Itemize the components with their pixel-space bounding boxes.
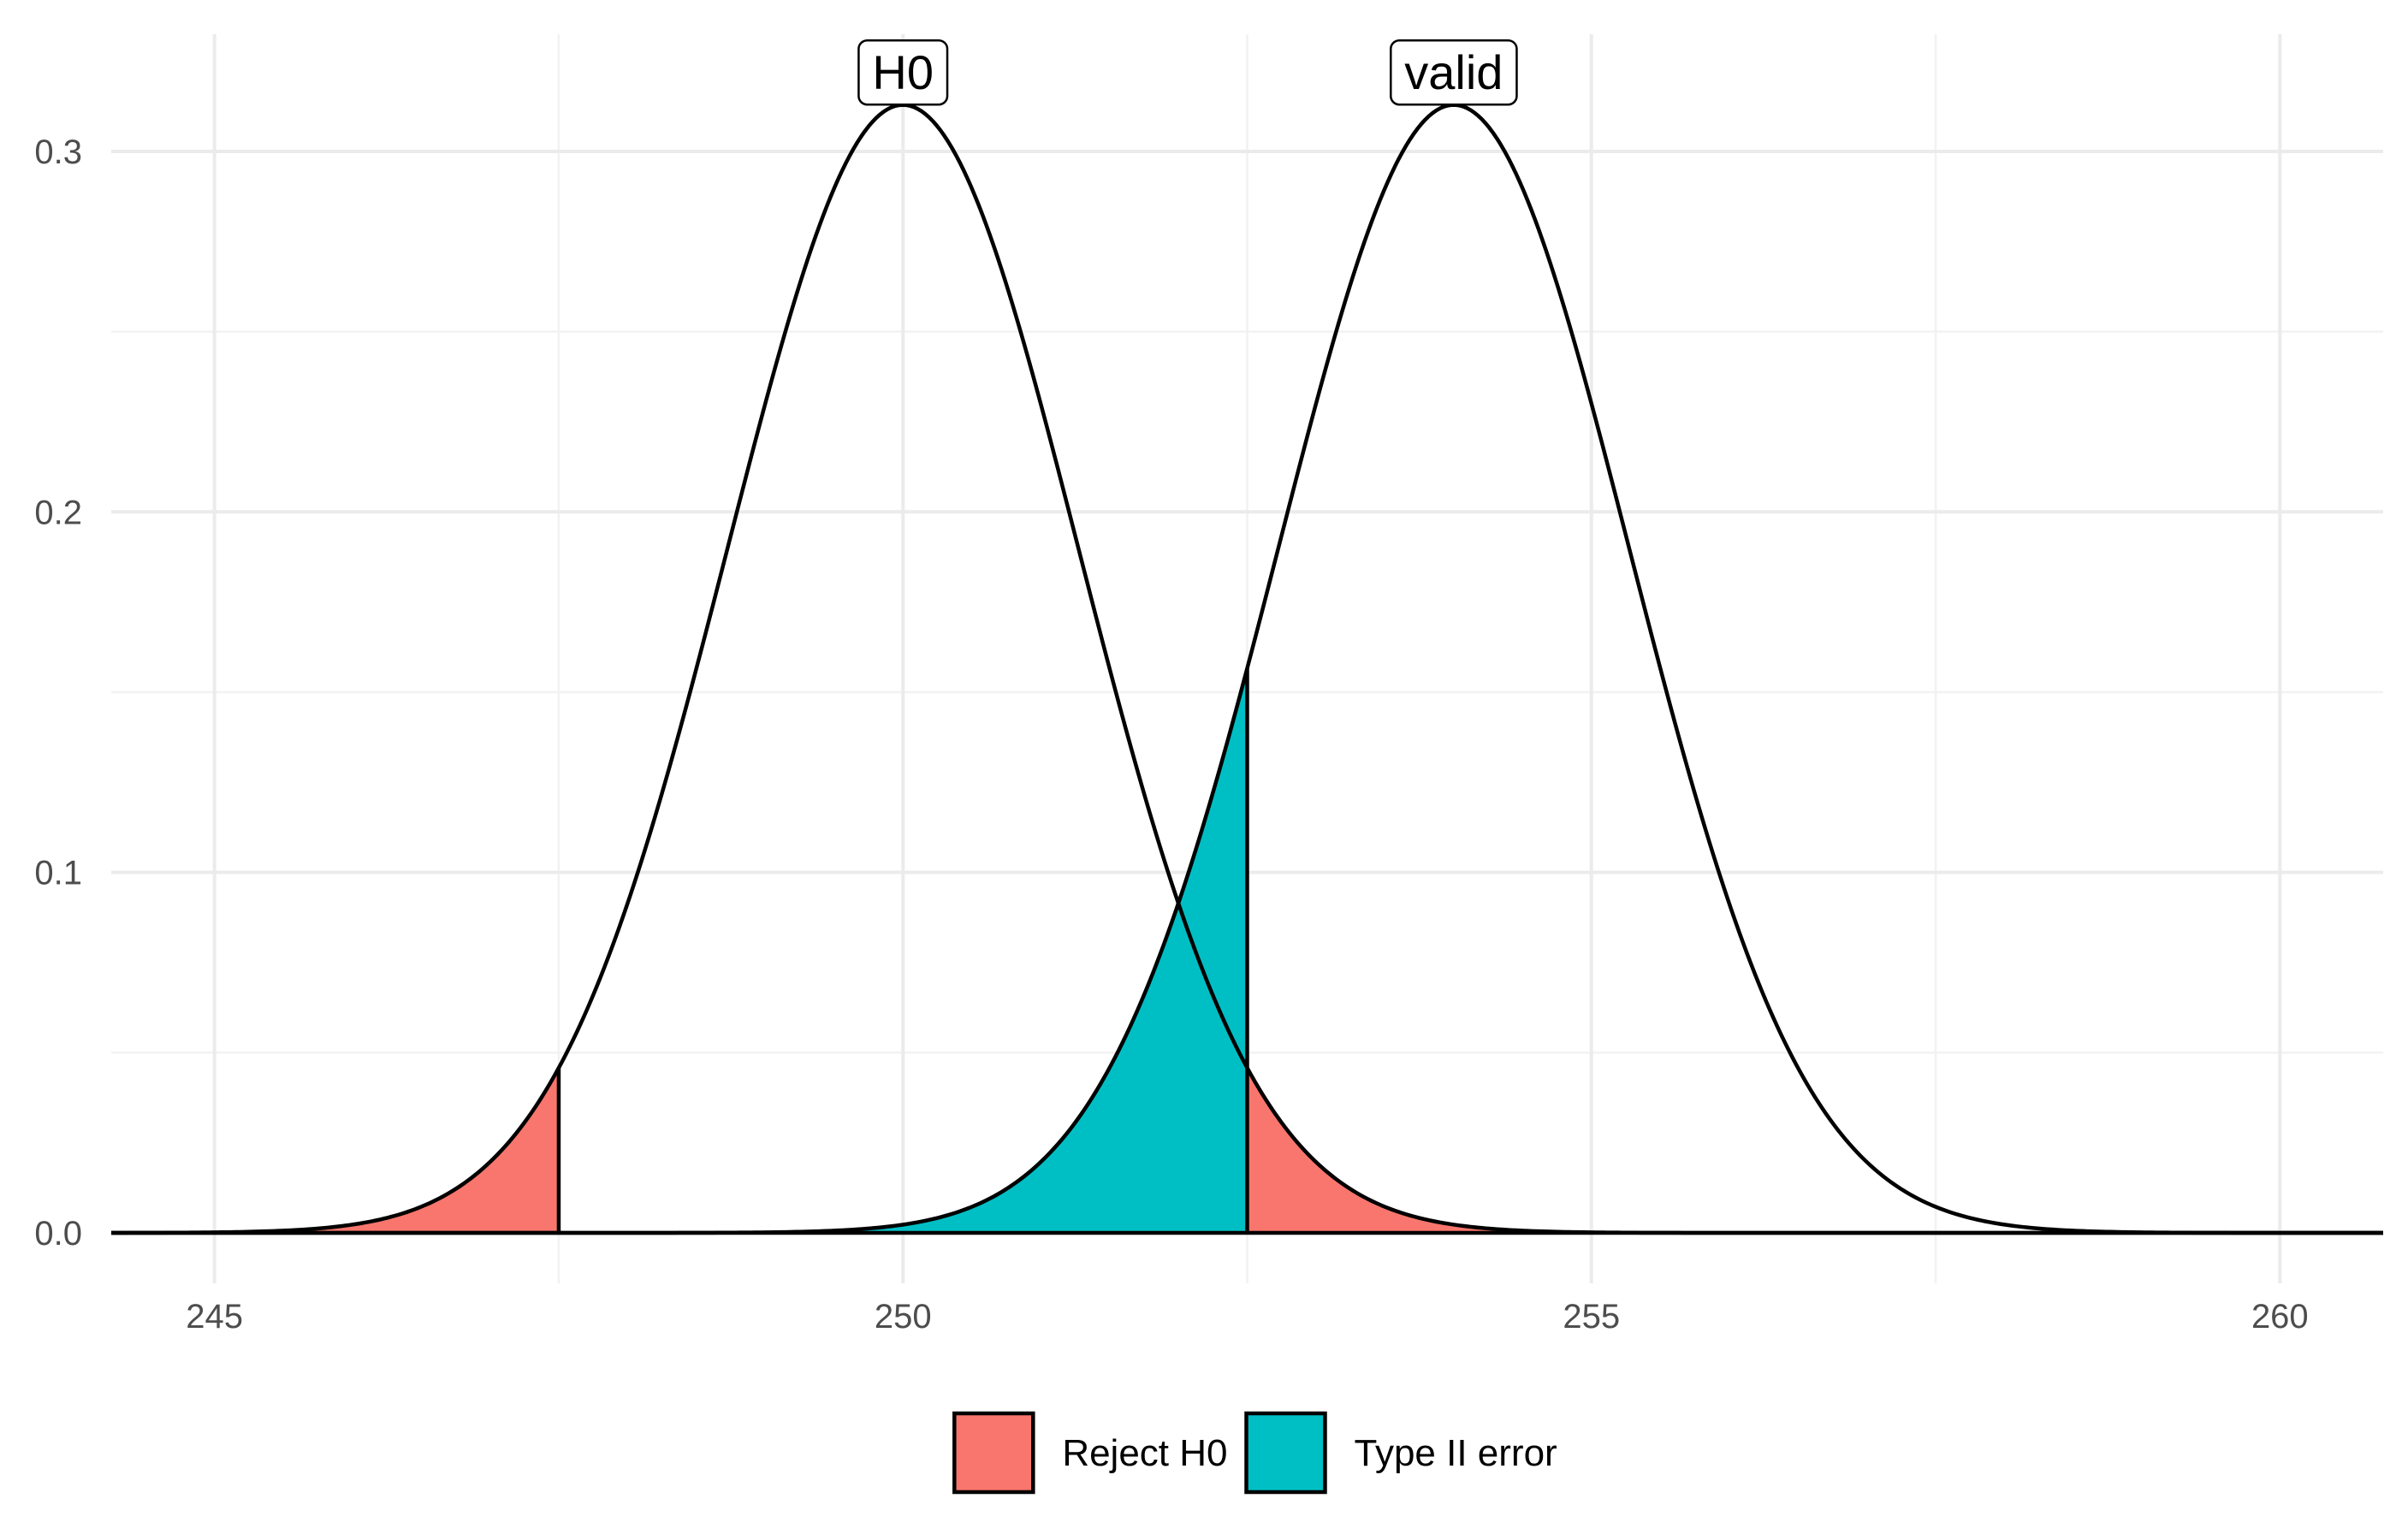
curve-label-box	[1390, 38, 1518, 106]
legend-label: Type II error	[1355, 1432, 1557, 1474]
curve-label-text: H0	[872, 45, 934, 99]
shaded-regions	[111, 668, 2383, 1234]
curve-labels: H0 valid	[857, 38, 1518, 106]
curve-label-valid: valid	[1390, 38, 1518, 106]
legend: Reject H0 Type II error	[952, 1411, 1557, 1495]
legend-swatch	[1244, 1411, 1327, 1495]
legend-label: Reject H0	[1062, 1432, 1227, 1474]
shaded-region-reject-h0	[1247, 1068, 2383, 1234]
curve-label-h0: H0	[857, 38, 949, 106]
legend-swatch	[952, 1411, 1035, 1495]
legend-item-type-ii-error: Type II error	[1244, 1411, 1557, 1495]
curve-label-box	[857, 38, 949, 106]
axes: 245 250 255 260 0.0 0.1 0.2 0.3	[34, 133, 2383, 1336]
curve-label-text: valid	[1404, 45, 1503, 99]
x-tick-label: 260	[2251, 1298, 2309, 1336]
y-tick-label: 0.3	[34, 133, 82, 171]
x-tick-label: 245	[186, 1298, 243, 1336]
shaded-region-type-ii-error	[111, 668, 1248, 1234]
y-tick-label: 0.0	[34, 1215, 82, 1253]
x-tick-label: 255	[1563, 1298, 1620, 1336]
y-tick-label: 0.2	[34, 494, 82, 531]
legend-item-reject-h0: Reject H0	[952, 1411, 1228, 1495]
y-tick-label: 0.1	[34, 855, 82, 892]
x-tick-label: 250	[875, 1298, 932, 1336]
shaded-region-reject-h0	[111, 1068, 559, 1234]
